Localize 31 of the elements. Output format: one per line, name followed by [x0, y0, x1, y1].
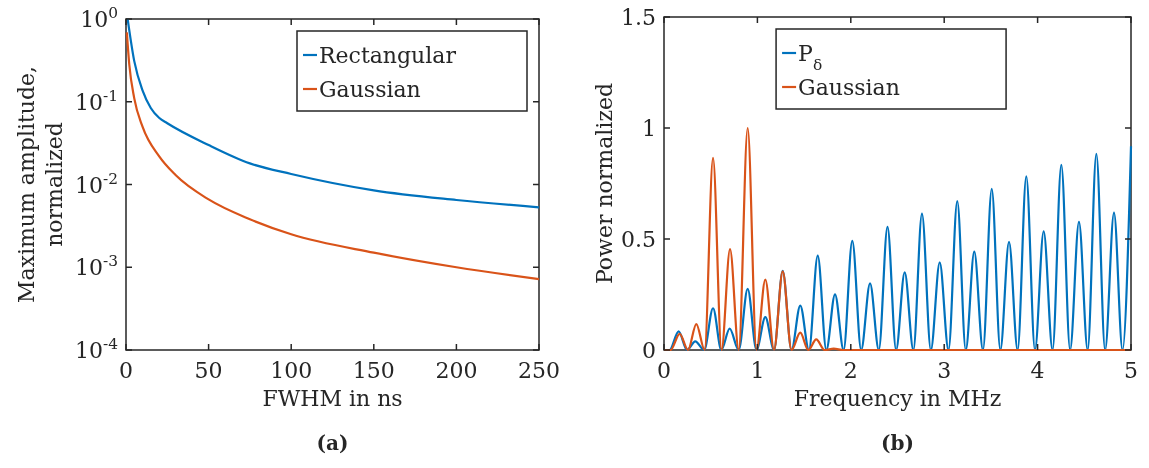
- x-tick-label: 50: [194, 358, 223, 383]
- y-tick-label: 0: [642, 338, 656, 363]
- x-tick-label: 4: [1030, 358, 1045, 383]
- x-axis-title: FWHM in ns: [262, 386, 403, 411]
- y-tick-label: 1.5: [621, 5, 656, 30]
- y-tick-label: 10$^{-1}$: [75, 86, 118, 115]
- line-series: [126, 17, 541, 209]
- x-tick-label: 5: [1124, 358, 1138, 383]
- legend-label: Gaussian: [798, 75, 900, 100]
- x-tick-label: 200: [435, 358, 478, 383]
- y-tick-label: 0.5: [621, 227, 656, 252]
- line-series: [125, 31, 541, 281]
- x-tick-label: 1: [750, 358, 765, 383]
- legend-label: P$_{δ}$: [798, 41, 823, 74]
- x-tick-label: 150: [352, 358, 395, 383]
- x-axis-title: Frequency in MHz: [793, 386, 1002, 411]
- y-tick-label: 10$^{0}$: [80, 4, 118, 32]
- x-tick-label: 250: [518, 358, 560, 383]
- text: (b): [881, 431, 914, 455]
- legend-label: Rectangular: [319, 43, 457, 68]
- y-tick-label: 10$^{-2}$: [75, 169, 118, 198]
- y-axis-title: Power normalized: [592, 82, 617, 285]
- text: (a): [316, 431, 349, 455]
- legend-label: Gaussian: [319, 77, 421, 102]
- x-tick-label: 2: [843, 358, 858, 383]
- y-tick-label: 10$^{-4}$: [75, 335, 119, 363]
- y-tick-label: 1: [642, 116, 656, 141]
- x-tick-label: 100: [270, 358, 313, 383]
- x-tick-label: 3: [937, 358, 952, 383]
- y-tick-label: 10$^{-3}$: [75, 252, 118, 281]
- y-axis-title: Maximum amplitude, normalized: [14, 65, 67, 304]
